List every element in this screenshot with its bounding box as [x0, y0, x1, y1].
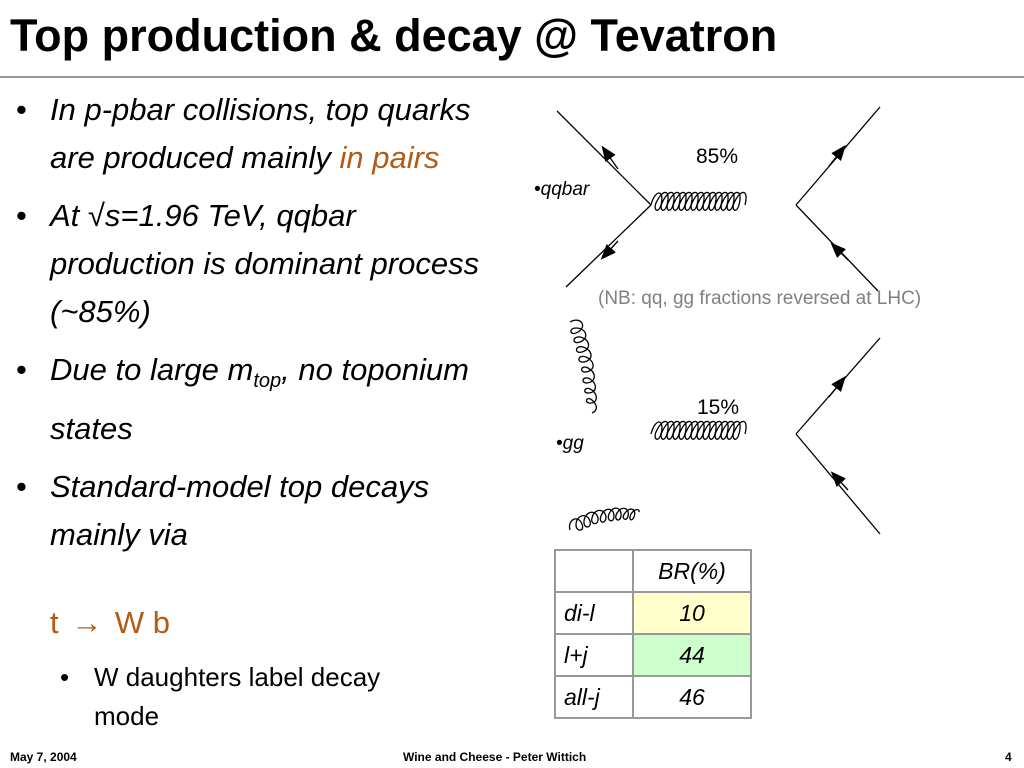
bullet-text: Standard-model top decays mainly via — [50, 469, 430, 553]
table-row: di-l 10 — [554, 591, 752, 635]
sub-bullet: • W daughters label decay mode — [60, 658, 414, 736]
gg-label: •gg — [556, 433, 584, 454]
bullet-qqbar-dominant: • At √s=1.96 TeV, qqbar production is do… — [14, 192, 484, 336]
bullet-marker: • — [60, 662, 70, 692]
bullet-text: s=1.96 TeV, qqbar production is dominant… — [50, 198, 480, 329]
bullet-prefix: At — [50, 198, 88, 233]
table-row: l+j 44 — [554, 633, 752, 677]
nb-note: (NB: qq, gg fractions reversed at LHC) — [598, 288, 922, 309]
table-header-br: BR(%) — [632, 549, 752, 593]
branching-ratio-table: BR(%) di-l 10 l+j 44 all-j 46 — [554, 549, 752, 719]
formula-products: W b — [114, 605, 170, 640]
gluon-propagator — [650, 191, 747, 211]
footer-center: Wine and Cheese - Peter Wittich — [403, 750, 587, 764]
slide-title: Top production & decay @ Tevatron — [10, 10, 778, 61]
bullet-toponium: • Due to large mtop, no toponium states — [14, 346, 484, 453]
bullet-pair-production: • In p-pbar collisions, top quarks are p… — [14, 86, 484, 182]
incoming-gluon-bottom — [568, 507, 640, 531]
bullet-text: Due to large m — [50, 352, 254, 387]
quark-arrow-icon — [601, 145, 619, 170]
decay-formula: t → W b — [50, 600, 170, 646]
antitop-arrow-icon — [830, 242, 849, 261]
bullet-marker: • — [16, 198, 27, 233]
formula-top: t — [50, 605, 59, 640]
qqbar-percent: 85% — [696, 145, 739, 168]
incoming-gluon-top — [569, 319, 597, 414]
sub-bullet-text: W daughters label decay mode — [94, 662, 381, 731]
bullet-list: • In p-pbar collisions, top quarks are p… — [14, 86, 484, 559]
mass-subscript: top — [253, 370, 282, 393]
bullet-marker: • — [16, 92, 27, 127]
top-arrow-icon — [828, 144, 846, 167]
row-value: 10 — [632, 591, 752, 635]
gluon-propagator — [650, 420, 747, 440]
row-label: l+j — [554, 633, 634, 677]
gg-percent: 15% — [697, 396, 740, 419]
qqbar-diagram — [556, 106, 881, 292]
antiquark-arrow-icon — [600, 240, 619, 260]
bullet-text: In p-pbar collisions, top quarks are pro… — [50, 92, 471, 175]
table-row: all-j 46 — [554, 675, 752, 719]
outgoing-top-line — [795, 337, 881, 435]
qqbar-label: •qqbar — [534, 179, 590, 200]
sqrt-symbol: √ — [87, 198, 105, 233]
row-label: all-j — [554, 675, 634, 719]
table-header-row: BR(%) — [554, 549, 752, 593]
gg-diagram — [568, 319, 881, 535]
row-value: 46 — [632, 675, 752, 719]
top-arrow-icon — [828, 375, 846, 398]
antitop-arrow-icon — [830, 471, 849, 491]
incoming-antiquark-line — [565, 204, 652, 288]
bullet-sm-decay: • Standard-model top decays mainly via — [14, 463, 484, 559]
footer-date: May 7, 2004 — [10, 750, 77, 764]
row-value: 44 — [632, 633, 752, 677]
bullet-marker: • — [16, 469, 27, 505]
bullet-marker: • — [16, 352, 27, 387]
outgoing-antitop-line — [795, 204, 879, 292]
bullet-highlight: in pairs — [339, 140, 440, 175]
bullet-suffix: , no toponium states — [50, 352, 469, 447]
outgoing-antitop-line — [795, 433, 881, 535]
title-divider — [0, 76, 1024, 78]
table-corner-cell — [554, 549, 634, 593]
page-number: 4 — [1005, 750, 1012, 764]
arrow-icon: → — [71, 605, 103, 640]
row-label: di-l — [554, 591, 634, 635]
outgoing-top-line — [795, 106, 881, 206]
